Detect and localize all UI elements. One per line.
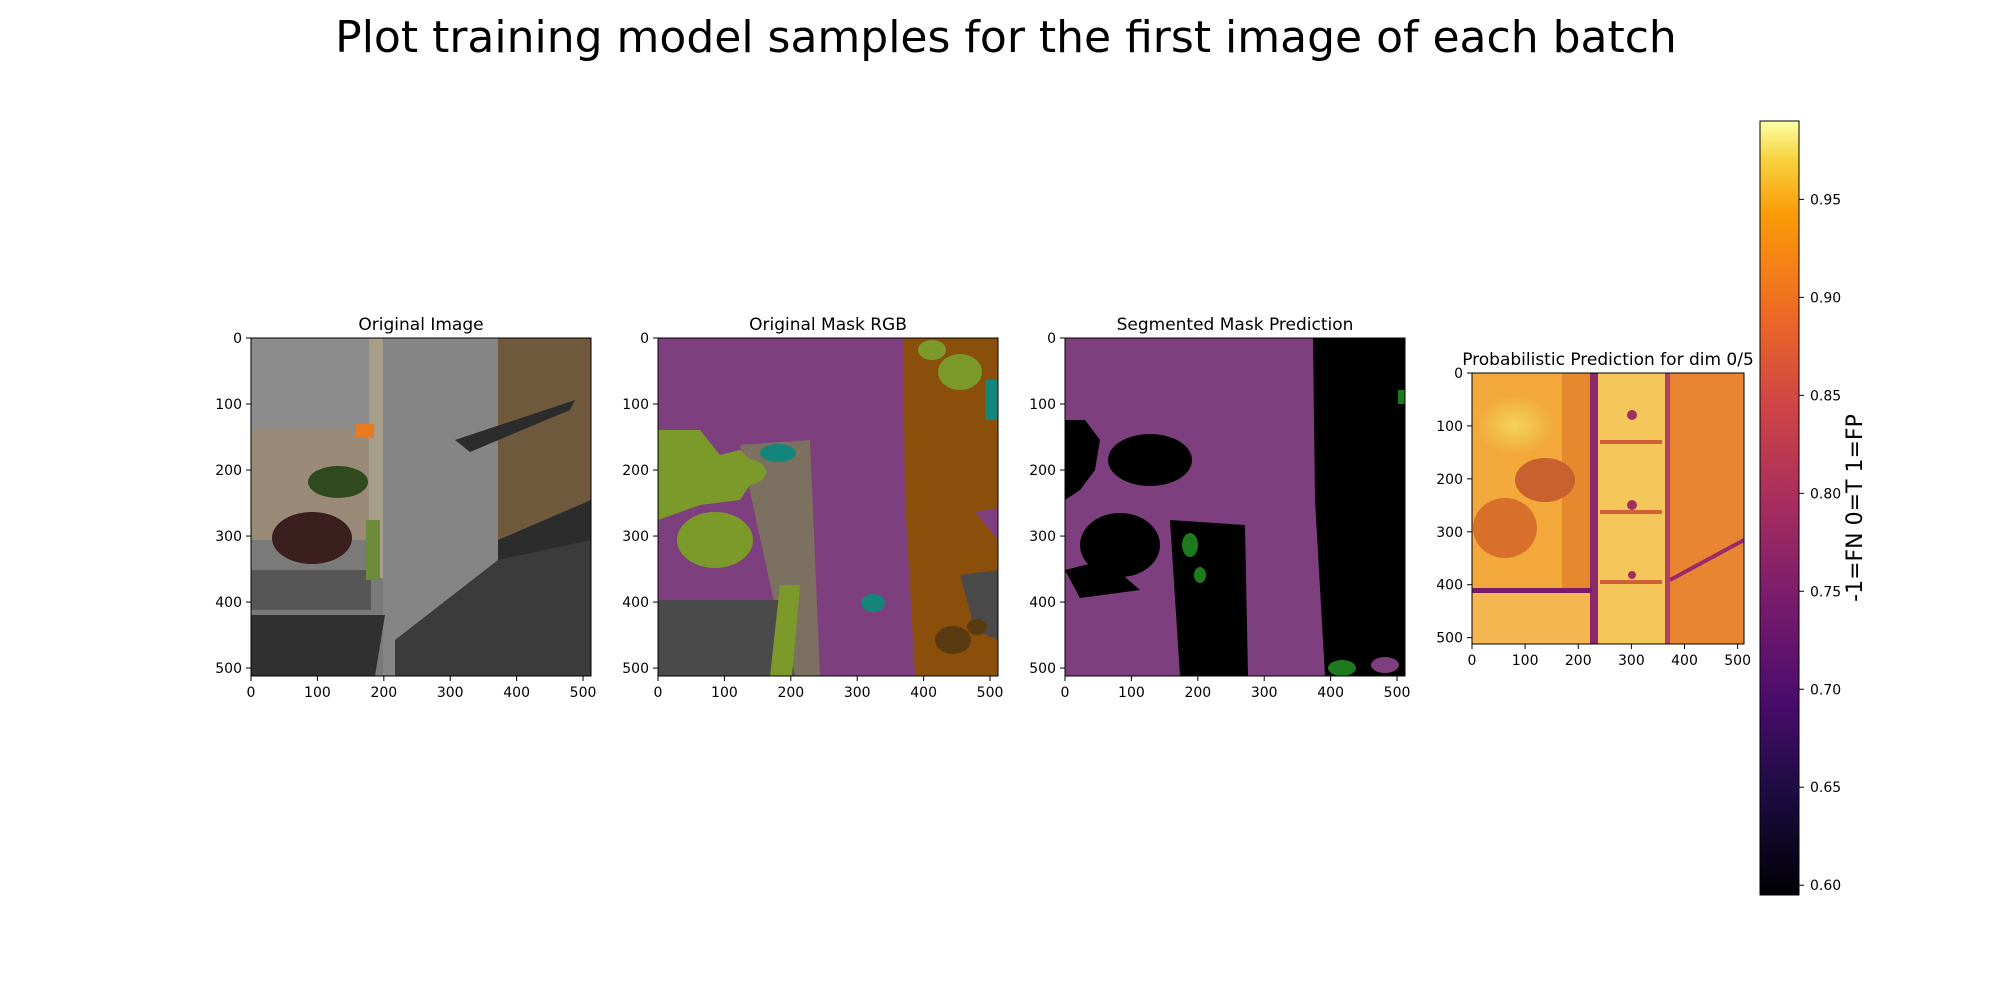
figure-title: Plot training model samples for the firs… [335,12,1677,63]
axes-frame [250,337,592,677]
x-tick-label: 200 [777,685,804,701]
axes-panel-2: 0 100 200 300 400 500 0 100 200 300 400 500 [622,331,1003,701]
x-tick-label: 300 [437,685,464,701]
y-tick-label: 500 [1436,631,1463,647]
x-tick-label: 100 [1512,653,1539,669]
aerial-photo-icon [251,338,591,676]
y-tick-label: 500 [1029,661,1056,677]
axes-frame [1064,337,1406,677]
x-tick-label: 400 [910,685,937,701]
colorbar-tick-label: 0.65 [1810,780,1841,796]
y-tick-label: 0 [1454,366,1463,382]
panel-title-probabilistic-prediction: Probabilistic Prediction for dim 0/5 [1462,350,1754,370]
x-tick-label: 300 [1618,653,1645,669]
y-tick-label: 0 [233,331,242,347]
colorbar-label: -1=FN 0=T 1=FP [1843,414,1868,602]
axes-panel-4: 0 100 200 300 400 500 0 100 200 300 400 500 [1436,366,1751,669]
y-tick-label: 100 [1436,419,1463,435]
x-tick-label: 300 [1251,685,1278,701]
x-tick-label: 100 [304,685,331,701]
axes-frame [657,337,999,677]
x-tick-label: 500 [570,685,597,701]
y-tick-label: 200 [622,463,649,479]
y-tick-label: 100 [1029,397,1056,413]
y-tick-label: 200 [215,463,242,479]
probability-heatmap-icon [1472,373,1744,644]
y-tick-label: 500 [622,661,649,677]
colorbar [1759,120,1800,896]
y-tick-label: 200 [1436,472,1463,488]
x-tick-label: 500 [1384,685,1411,701]
y-tick-label: 400 [622,595,649,611]
x-tick-label: 0 [1468,653,1477,669]
colorbar-tick-label: 0.95 [1810,192,1841,208]
y-tick-label: 400 [1029,595,1056,611]
y-tick-label: 100 [622,397,649,413]
x-tick-label: 500 [977,685,1004,701]
axes-panel-1: 0 100 200 300 400 500 0 100 200 300 400 500 [215,331,596,701]
colorbar-tick-label: 0.60 [1810,878,1841,894]
x-tick-label: 400 [503,685,530,701]
x-tick-label: 0 [1061,685,1070,701]
axes-frame [1471,372,1745,645]
y-tick-label: 400 [215,595,242,611]
colorbar-tick-label: 0.90 [1810,290,1841,306]
x-tick-label: 0 [247,685,256,701]
x-tick-label: 100 [1118,685,1145,701]
y-tick-label: 300 [1029,529,1056,545]
y-tick-label: 300 [215,529,242,545]
segmentation-mask-icon [658,338,998,676]
x-tick-label: 400 [1317,685,1344,701]
x-tick-label: 0 [654,685,663,701]
axes-panel-3: 0 100 200 300 400 500 0 100 200 300 400 500 [1029,331,1410,701]
y-tick-label: 0 [640,331,649,347]
x-tick-label: 100 [711,685,738,701]
colorbar-tick-label: 0.80 [1810,486,1841,502]
y-tick-label: 100 [215,397,242,413]
colorbar-tick-label: 0.75 [1810,584,1841,600]
x-tick-label: 400 [1671,653,1698,669]
y-tick-label: 0 [1047,331,1056,347]
panel-title-original-mask: Original Mask RGB [749,315,907,335]
y-tick-label: 300 [622,529,649,545]
x-tick-label: 200 [1565,653,1592,669]
colorbar-tick-label: 0.70 [1810,682,1841,698]
y-tick-label: 200 [1029,463,1056,479]
x-tick-label: 200 [1184,685,1211,701]
y-tick-label: 300 [1436,525,1463,541]
y-tick-label: 500 [215,661,242,677]
predicted-mask-icon [1065,338,1405,676]
y-tick-label: 400 [1436,578,1463,594]
panel-title-original-image: Original Image [358,315,483,335]
x-tick-label: 500 [1724,653,1751,669]
x-tick-label: 300 [844,685,871,701]
panel-title-segmented-prediction: Segmented Mask Prediction [1117,315,1354,335]
x-tick-label: 200 [370,685,397,701]
colorbar-tick-label: 0.85 [1810,388,1841,404]
